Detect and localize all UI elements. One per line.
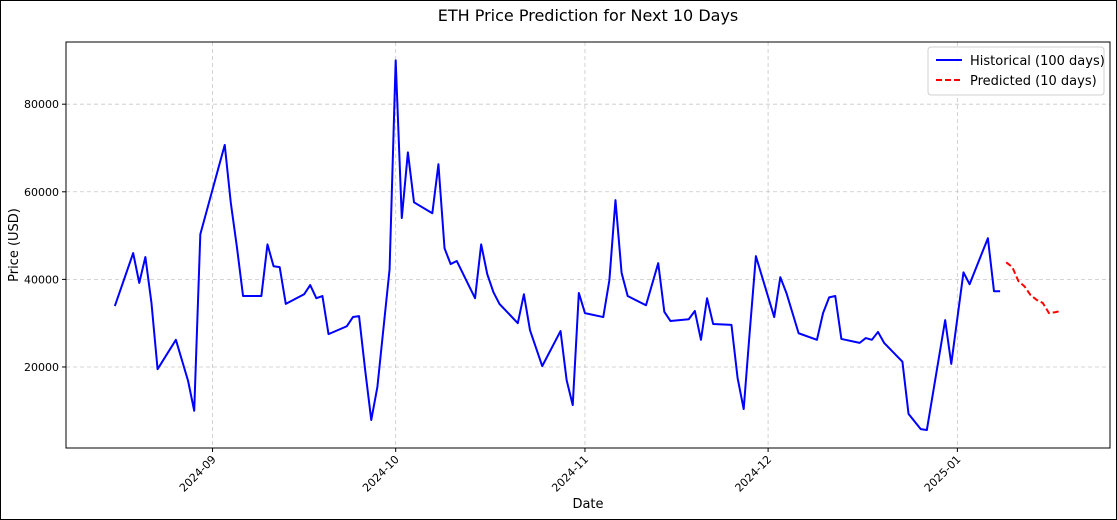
y-tick-label: 40000	[24, 273, 59, 286]
legend-label: Historical (100 days)	[970, 54, 1105, 69]
data-line	[1005, 261, 1062, 315]
legend-box	[927, 46, 1105, 96]
x-axis-label: Date	[572, 497, 603, 512]
plot-frame	[65, 41, 1111, 449]
y-tick-label: 60000	[24, 186, 59, 199]
data-line	[113, 59, 1001, 432]
y-tick-label: 20000	[24, 361, 59, 374]
y-axis-label: Price (USD)	[7, 208, 22, 282]
legend: Historical (100 days) Predicted (10 days)	[927, 46, 1105, 96]
y-tick-label: 80000	[24, 98, 59, 111]
legend-label: Predicted (10 days)	[970, 74, 1097, 89]
chart-title: ETH Price Prediction for Next 10 Days	[438, 6, 739, 25]
